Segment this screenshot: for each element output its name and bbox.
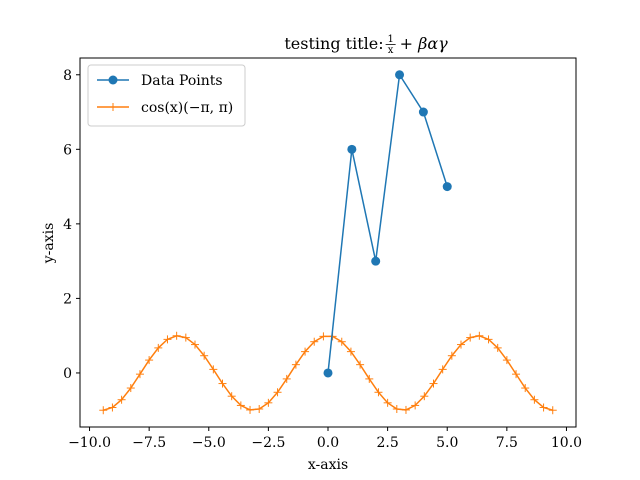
cos-point-marker bbox=[420, 392, 429, 401]
cos-point-marker bbox=[264, 398, 273, 407]
cos-point-marker bbox=[227, 392, 236, 401]
y-tick-label: 8 bbox=[63, 68, 72, 84]
cos-point-marker bbox=[310, 337, 319, 346]
legend-marker-cos bbox=[109, 103, 117, 111]
title-frac-numerator: 1 bbox=[387, 34, 393, 45]
cos-point-marker bbox=[457, 340, 466, 349]
chart-title: testing title: bbox=[284, 34, 383, 53]
y-axis-label: y-axis bbox=[41, 223, 57, 265]
chart-title-math: 1x + βαγ bbox=[385, 34, 449, 56]
cos-point-marker bbox=[512, 370, 521, 379]
cos-point-marker bbox=[356, 360, 365, 369]
cos-point-marker bbox=[429, 379, 438, 388]
cos-point-marker bbox=[383, 398, 392, 407]
cos-point-marker bbox=[502, 356, 511, 365]
cos-point-marker bbox=[438, 365, 447, 374]
chart-title-text: testing title: bbox=[284, 34, 383, 53]
x-axis-label: x-axis bbox=[308, 457, 348, 473]
series-layer bbox=[99, 70, 557, 415]
cos-point-marker bbox=[218, 379, 227, 388]
data-point-marker bbox=[418, 107, 428, 117]
cos-point-marker bbox=[126, 384, 135, 393]
x-tick-label: 10.0 bbox=[551, 435, 582, 451]
cos-point-marker bbox=[374, 388, 383, 397]
cos-point-marker bbox=[273, 388, 282, 397]
data-point-marker bbox=[371, 256, 381, 266]
cos-point-marker bbox=[246, 405, 255, 414]
data-point-marker bbox=[442, 182, 452, 192]
x-tick-label: 7.5 bbox=[496, 435, 518, 451]
y-tick-label: 4 bbox=[63, 217, 72, 233]
cos-point-marker bbox=[346, 347, 355, 356]
legend: Data Points cos(x)(−π, π) bbox=[87, 64, 246, 127]
cos-point-marker bbox=[401, 405, 410, 414]
cos-point-marker bbox=[145, 356, 154, 365]
cos-point-marker bbox=[484, 335, 493, 344]
x-tick-label: 2.5 bbox=[376, 435, 398, 451]
x-tick-label: −10.0 bbox=[68, 435, 111, 451]
cos-point-marker bbox=[539, 403, 548, 412]
cos-point-marker bbox=[392, 405, 401, 414]
cos-point-marker bbox=[530, 395, 539, 404]
cos-point-marker bbox=[117, 395, 126, 404]
x-tick-label: −7.5 bbox=[132, 435, 166, 451]
x-tick-label: 5.0 bbox=[436, 435, 458, 451]
title-greek: + βαγ bbox=[400, 34, 449, 53]
cos-point-marker bbox=[521, 384, 530, 393]
cos-point-marker bbox=[548, 406, 557, 415]
legend-label-data-points: Data Points bbox=[141, 73, 223, 89]
y-tick-label: 2 bbox=[63, 291, 72, 307]
cos-point-marker bbox=[209, 365, 218, 374]
legend-label-cos: cos(x)(−π, π) bbox=[141, 100, 233, 116]
cos-point-marker bbox=[190, 340, 199, 349]
data-point-marker bbox=[347, 144, 357, 154]
cos-point-marker bbox=[337, 337, 346, 346]
cos-point-marker bbox=[255, 405, 264, 414]
x-tick-label: −5.0 bbox=[192, 435, 226, 451]
x-tick-label: 0.0 bbox=[317, 435, 339, 451]
cos-point-marker bbox=[291, 360, 300, 369]
cos-point-marker bbox=[447, 351, 456, 360]
y-tick-label: 6 bbox=[63, 142, 72, 158]
series-line-data-points bbox=[327, 72, 448, 374]
cos-point-marker bbox=[493, 343, 502, 352]
cos-point-marker bbox=[319, 332, 328, 341]
cos-point-marker bbox=[466, 333, 475, 342]
title-frac-denominator: x bbox=[388, 45, 394, 56]
cos-point-marker bbox=[108, 403, 117, 412]
cos-point-marker bbox=[163, 335, 172, 344]
data-point-marker bbox=[395, 70, 405, 80]
y-axis-ticks: 0 2 4 6 8 bbox=[63, 68, 80, 382]
data-point-marker bbox=[323, 368, 333, 378]
legend-marker-data-points bbox=[108, 75, 118, 85]
cos-point-marker bbox=[172, 331, 181, 340]
cos-point-marker bbox=[475, 331, 484, 340]
cos-point-marker bbox=[282, 374, 291, 383]
cos-point-marker bbox=[301, 347, 310, 356]
cos-point-marker bbox=[365, 374, 374, 383]
cos-point-marker bbox=[411, 401, 420, 410]
cos-point-marker bbox=[99, 406, 108, 415]
cos-point-marker bbox=[181, 333, 190, 342]
x-tick-label: −2.5 bbox=[251, 435, 285, 451]
cos-point-marker bbox=[154, 343, 163, 352]
cos-point-marker bbox=[135, 370, 144, 379]
cos-point-marker bbox=[236, 401, 245, 410]
y-tick-label: 0 bbox=[63, 366, 72, 382]
x-axis-ticks: −10.0 −7.5 −5.0 −2.5 0.0 2.5 5.0 7.5 10.0 bbox=[68, 427, 582, 451]
cos-point-marker bbox=[200, 351, 209, 360]
